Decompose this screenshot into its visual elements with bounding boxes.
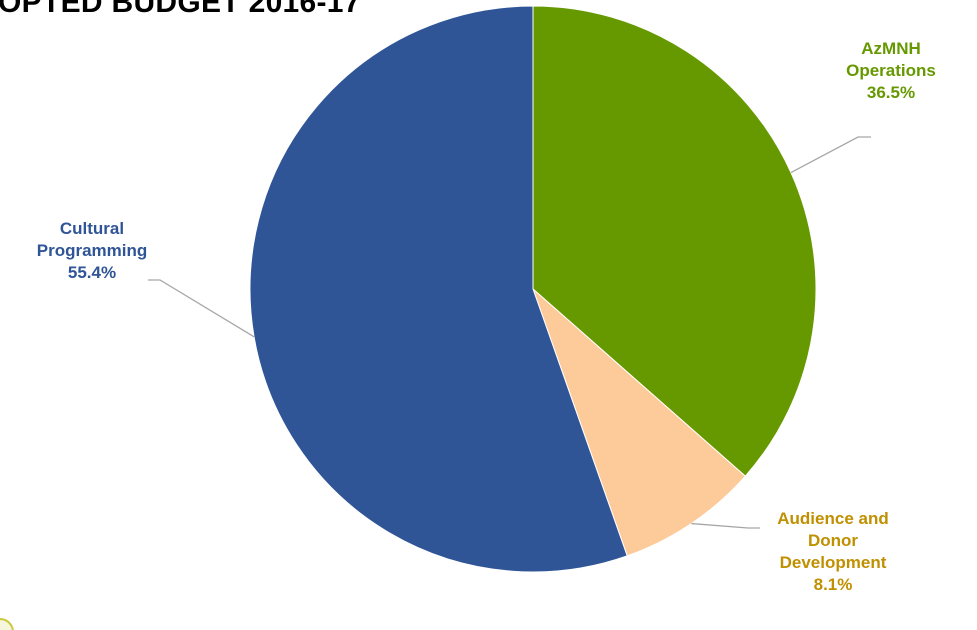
- slice-label-line: Programming: [36, 241, 148, 260]
- slice-label-line: AzMNH: [861, 39, 921, 58]
- leader-line: [790, 136, 871, 174]
- slice-label-audience-donor-development: Audience and Donor Development 8.1%: [748, 508, 918, 596]
- leader-line: [691, 522, 760, 529]
- leader-line: [148, 279, 255, 338]
- pie-slice: [532, 5, 817, 477]
- slice-label-line: Cultural: [59, 219, 125, 238]
- slice-label-cultural-programming: Cultural Programming 55.4%: [22, 218, 162, 284]
- slice-label-line: Audience and: [777, 509, 889, 528]
- slice-label-azmnh-operations: AzMNH Operations 36.5%: [826, 38, 956, 104]
- slice-percent-label: 8.1%: [813, 575, 853, 594]
- slice-percent-label: 55.4%: [67, 263, 117, 282]
- slice-label-line: Operations: [846, 61, 936, 80]
- slice-label-line: Donor: [807, 531, 859, 550]
- slice-label-line: Development: [779, 553, 887, 572]
- pie-slice: [531, 287, 746, 557]
- chart-title: OPTED BUDGET 2016-17: [0, 0, 361, 19]
- slice-percent-label: 36.5%: [866, 83, 916, 102]
- pie-slice: [249, 5, 628, 573]
